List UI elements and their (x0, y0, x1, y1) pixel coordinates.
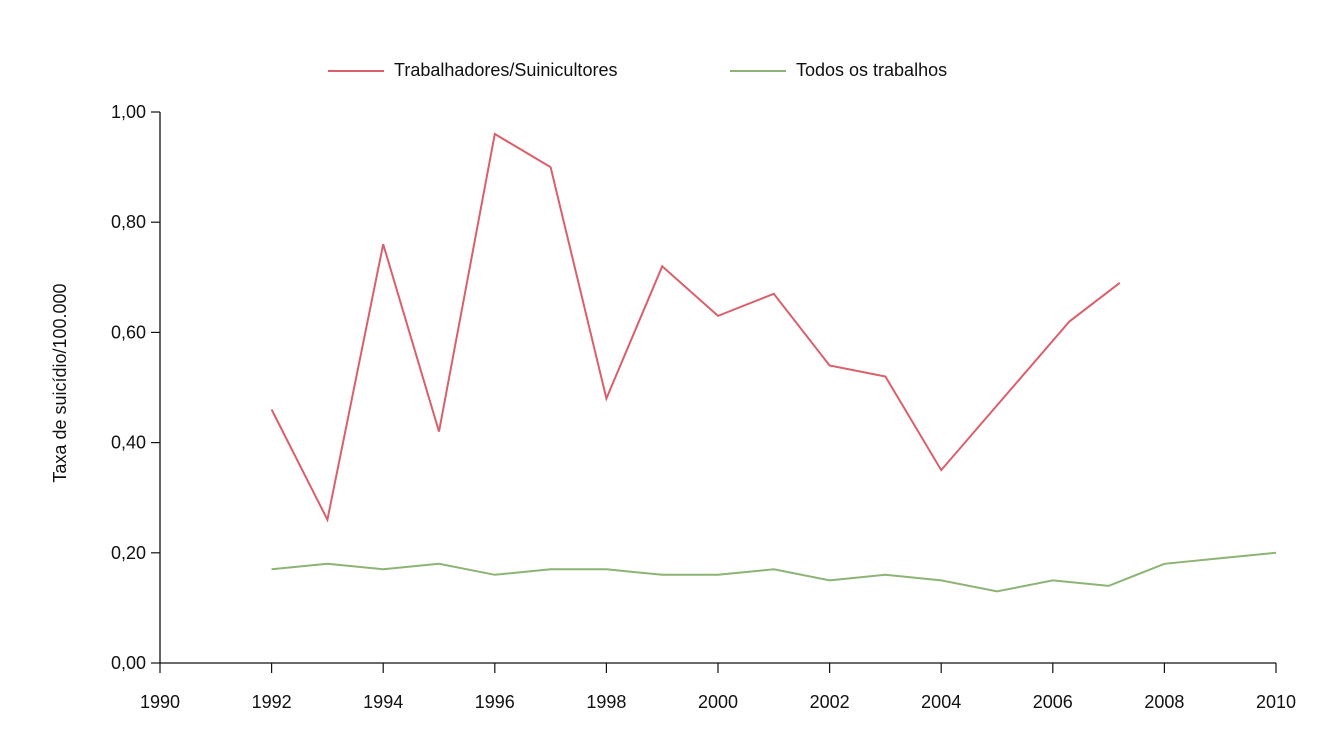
x-tick-label: 1990 (140, 692, 180, 712)
x-tick-label: 2002 (810, 692, 850, 712)
legend-swatch-green (730, 69, 786, 72)
x-tick-label: 1996 (475, 692, 515, 712)
series-line-2 (271, 551, 1277, 593)
x-tick-label: 1994 (363, 692, 403, 712)
y-axis-label: Taxa de suicídio/100.000 (50, 283, 70, 482)
chart-series-lines (270, 132, 1277, 593)
legend-item-series-1: Trabalhadores/Suinicultores (328, 60, 617, 81)
chart-legend: Trabalhadores/Suinicultores Todos os tra… (0, 60, 1341, 90)
legend-item-series-2: Todos os trabalhos (730, 60, 947, 81)
y-tick-label: 0,80 (111, 212, 146, 232)
y-tick-label: 0,60 (111, 322, 146, 342)
legend-label: Trabalhadores/Suinicultores (394, 60, 618, 80)
x-tick-label: 1998 (586, 692, 626, 712)
x-tick-label: 2010 (1256, 692, 1296, 712)
x-tick-label: 2000 (698, 692, 738, 712)
chart-axes: 0,00 0,20 0,40 0,60 0,80 1,00 1990 1992 1994 1996… (111, 102, 1296, 712)
x-tick-label: 1992 (252, 692, 292, 712)
x-tick-label: 2006 (1033, 692, 1073, 712)
legend-label: Todos os trabalhos (796, 60, 948, 80)
y-tick-label: 0,20 (111, 543, 146, 563)
legend-swatch-red (328, 69, 384, 72)
y-tick-label: 1,00 (111, 102, 146, 122)
y-tick-label: 0,40 (111, 433, 146, 453)
y-tick-label: 0,00 (111, 653, 146, 673)
x-tick-label: 2004 (921, 692, 961, 712)
x-tick-label: 2008 (1144, 692, 1184, 712)
series-line-1 (270, 132, 1121, 523)
